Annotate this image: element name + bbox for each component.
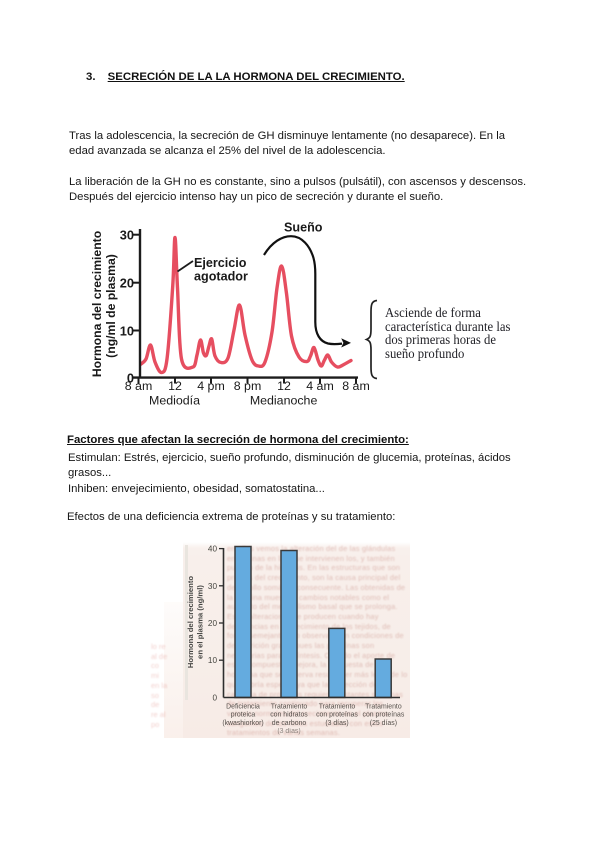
svg-text:4 pm: 4 pm [197,379,225,393]
svg-text:(3 días): (3 días) [325,720,348,727]
svg-text:30: 30 [208,582,218,591]
svg-text:de carbono: de carbono [272,720,307,727]
svg-text:10: 10 [120,323,134,338]
svg-text:con hidratos: con hidratos [270,712,308,719]
svg-text:20: 20 [120,276,134,291]
svg-text:agotador: agotador [194,270,248,284]
svg-text:(3 días): (3 días) [277,728,300,735]
svg-text:Deficiencia: Deficiencia [226,704,260,711]
svg-text:20: 20 [208,619,218,628]
svg-text:0: 0 [127,370,134,385]
svg-text:Tratamiento: Tratamiento [271,704,308,711]
svg-text:4 am: 4 am [306,379,334,393]
svg-text:proteica: proteica [231,712,256,719]
svg-text:Tratamiento: Tratamiento [319,704,356,711]
svg-text:Sueño: Sueño [284,221,323,235]
svg-text:8 am: 8 am [342,379,370,393]
svg-text:(25 días): (25 días) [370,720,397,727]
svg-text:40: 40 [208,545,218,554]
svg-text:con proteínas: con proteínas [363,712,405,719]
svg-text:Mediodía: Mediodía [149,394,200,408]
svg-text:8 am: 8 am [125,379,153,393]
svg-text:Hormona del crecimiento: Hormona del crecimiento [90,231,104,377]
svg-text:Hormona del crecimiento: Hormona del crecimiento [186,576,195,669]
svg-text:Ejercicio: Ejercicio [194,256,247,270]
svg-text:con proteínas: con proteínas [316,712,358,719]
svg-text:en el plasma (ng/ml): en el plasma (ng/ml) [196,585,205,659]
svg-text:Medianoche: Medianoche [250,394,318,408]
svg-text:0: 0 [212,694,217,703]
svg-text:8 pm: 8 pm [234,379,262,393]
svg-text:10: 10 [208,656,218,665]
svg-text:12: 12 [168,379,182,393]
svg-text:12: 12 [277,379,291,393]
svg-text:30: 30 [120,228,134,243]
svg-text:(ng/ml de plasma): (ng/ml de plasma) [104,254,118,358]
svg-text:Tratamiento: Tratamiento [365,704,402,711]
svg-text:(kwashiorkor): (kwashiorkor) [222,720,263,727]
